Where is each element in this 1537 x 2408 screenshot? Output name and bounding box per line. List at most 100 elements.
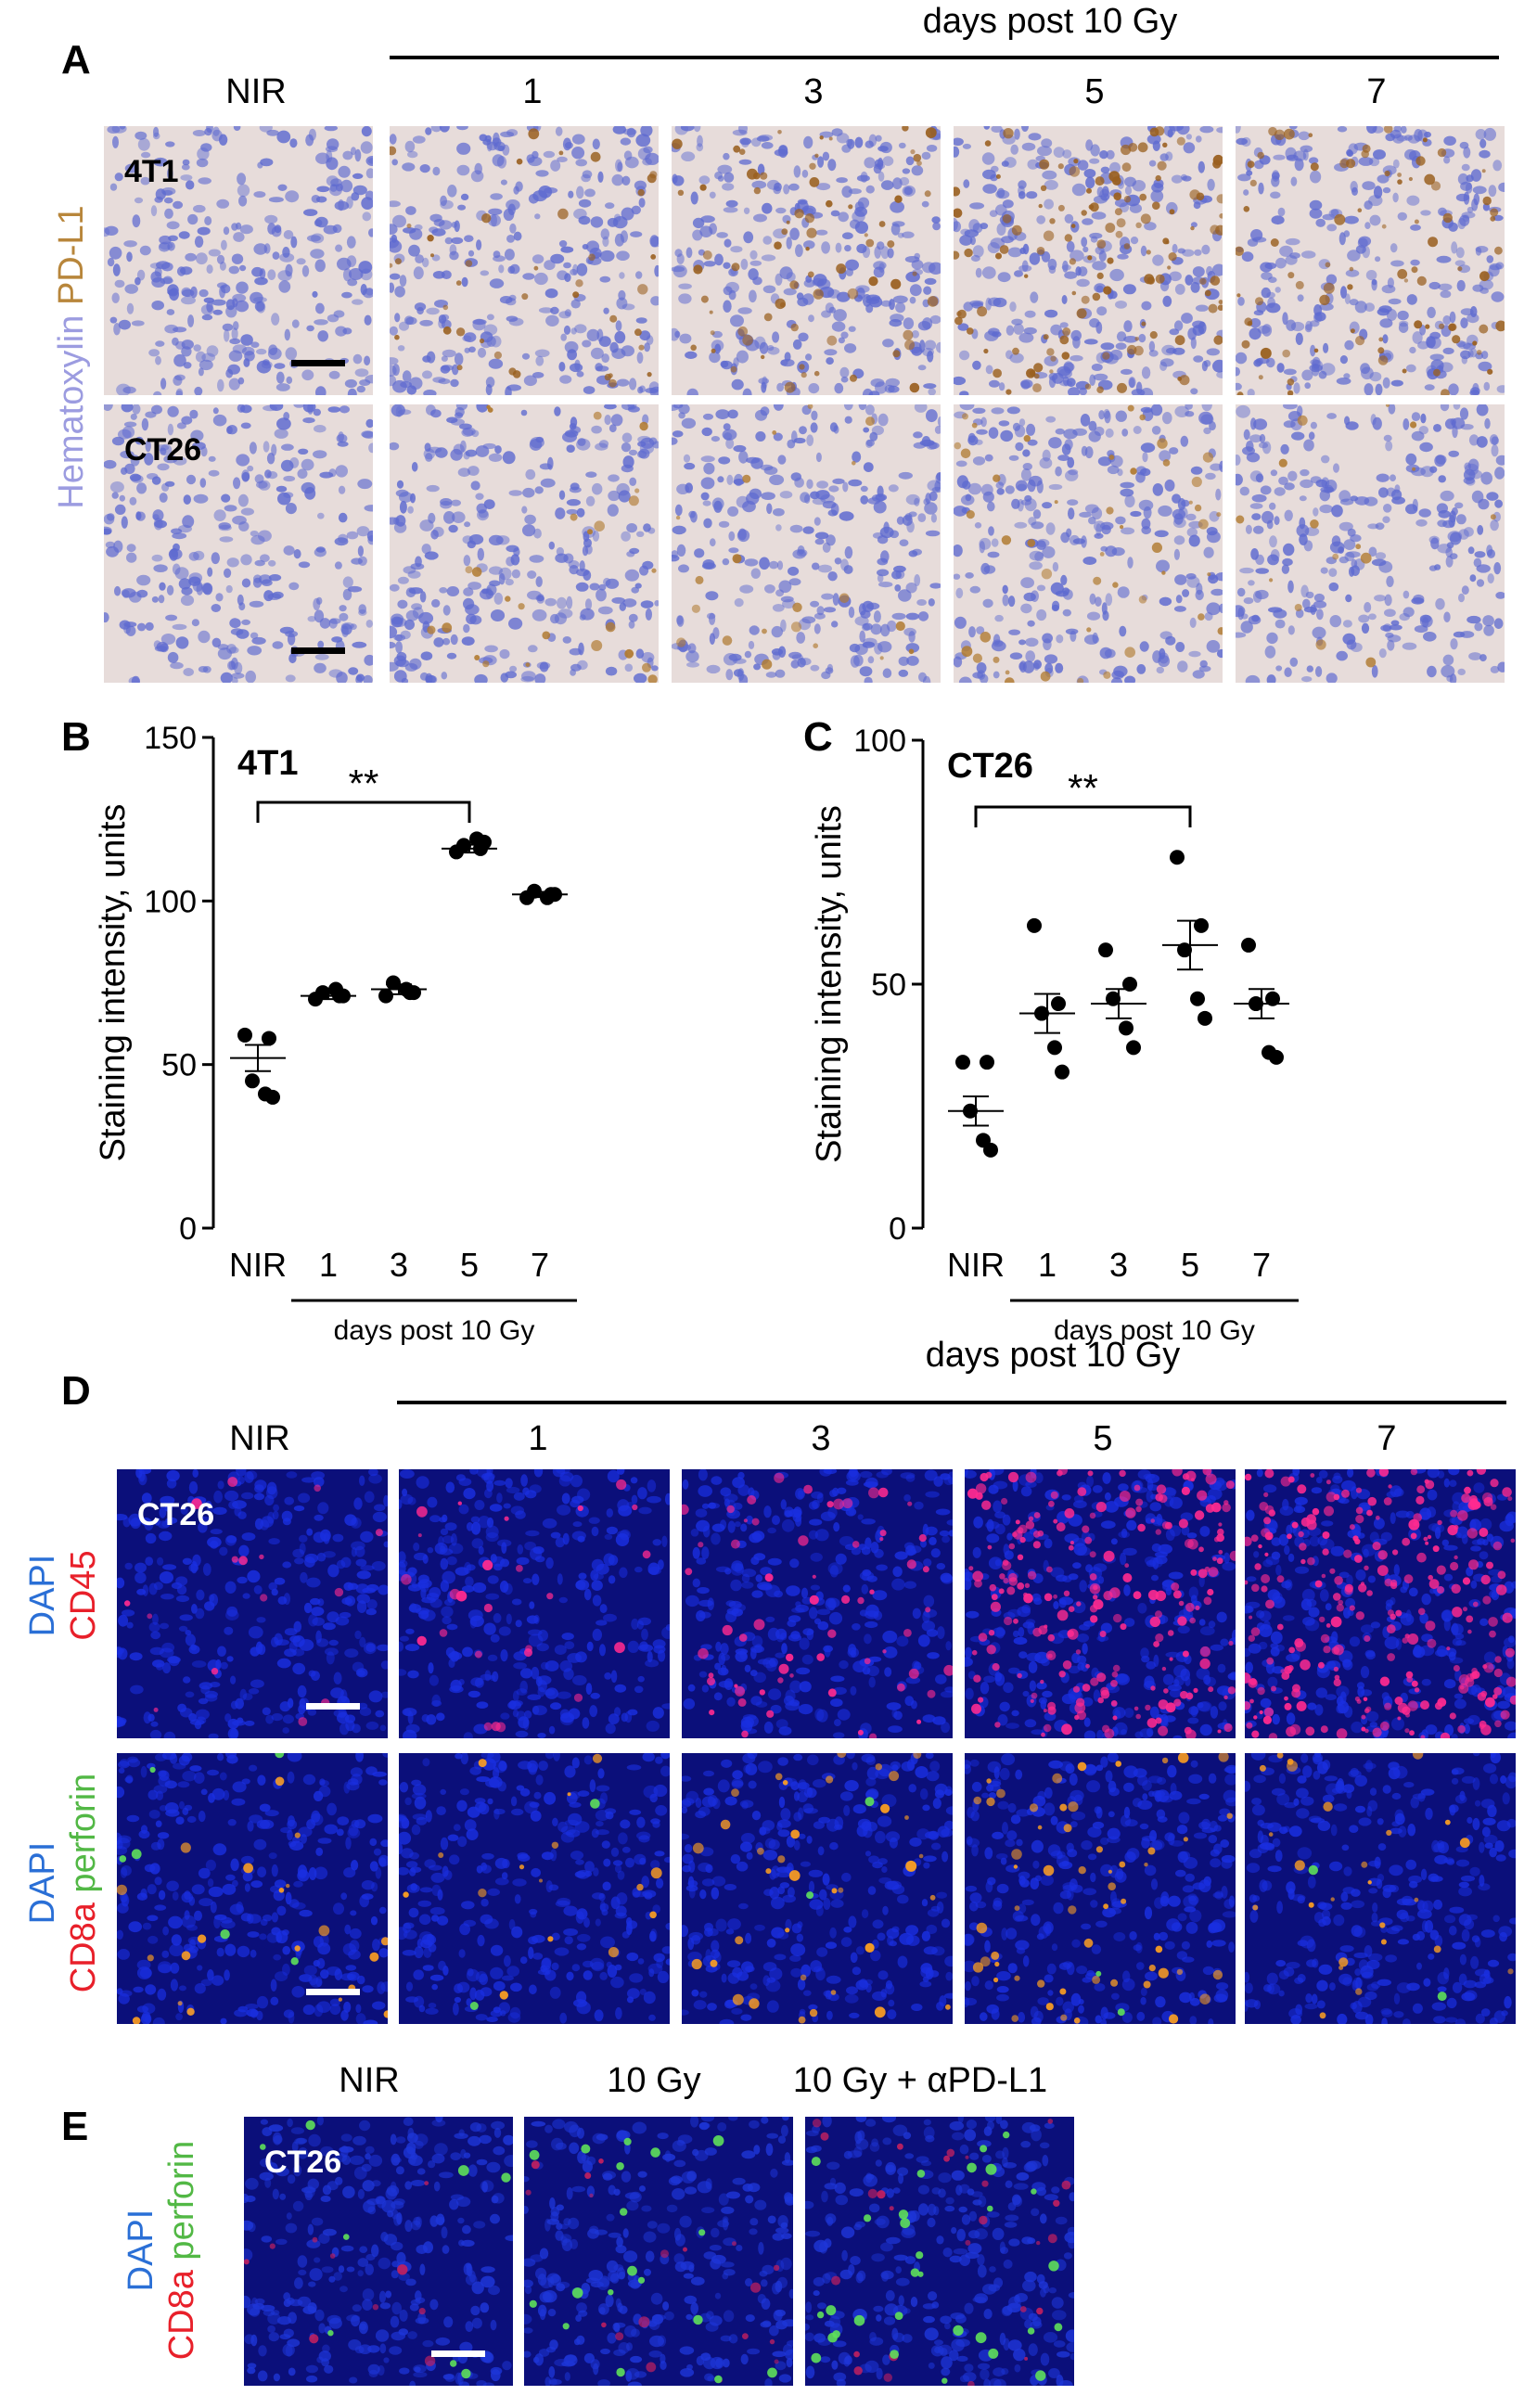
fluo-e-10gy-apdl1 (805, 2117, 1074, 2386)
x-axis-label: days post 10 Gy (334, 1315, 535, 1346)
panel-a-col-3: 3 (803, 72, 824, 111)
data-point-3-4 (1126, 1040, 1141, 1056)
data-point-nir-4 (983, 1142, 998, 1158)
fluo-cd45-7 (1245, 1469, 1516, 1738)
panel-e-col-10gy-apdl1: 10 Gy + αPD-L1 (792, 2061, 1048, 2100)
fluo-cd45-3 (682, 1469, 953, 1738)
y-tick-label-50: 50 (871, 967, 906, 1003)
panel-a-col-7: 7 (1366, 72, 1387, 111)
panel-label-d: D (61, 1368, 91, 1414)
x-tick-label-nir: NIR (947, 1246, 1005, 1284)
fluo-cd8a-perforin-5 (965, 1753, 1236, 2024)
stain-dapi-e: DAPI (122, 2209, 160, 2292)
panel-label-c: C (803, 714, 833, 760)
ihc-ct26-5 (954, 404, 1223, 683)
panel-e-stain-label: DAPI CD8a perforin (121, 2111, 202, 2389)
fluo-cd8a-perforin-nir (117, 1753, 388, 2024)
ihc-4t1-nir-label: 4T1 (124, 154, 179, 189)
data-point-3-1 (1122, 977, 1137, 992)
data-point-3-2 (386, 975, 401, 991)
significance-bracket (974, 805, 1192, 827)
data-point-nir-1 (980, 1055, 994, 1070)
fluo-cd45-nir: CT26 (117, 1469, 388, 1738)
stain-perforin-e: perforin (162, 2140, 201, 2261)
ihc-ct26-nir-label: CT26 (124, 432, 202, 468)
chart-title: CT26 (947, 747, 1033, 786)
x-tick-label-7: 7 (531, 1246, 549, 1284)
fluo-cd8a-perforin-1 (399, 1753, 670, 2024)
panel-a-stain-label: Hematoxylin PD-L1 (52, 121, 92, 594)
data-point-5-4 (1198, 1010, 1212, 1026)
fluo-e-nir: CT26 (244, 2117, 513, 2386)
ihc-4t1-1 (390, 126, 659, 395)
ihc-ct26-3 (672, 404, 941, 683)
data-point-5-0 (1170, 850, 1185, 865)
x-tick-label-1: 1 (319, 1246, 338, 1284)
data-point-nir-0 (955, 1055, 970, 1070)
data-point-3-2 (1106, 991, 1121, 1006)
panel-e-col-10gy: 10 Gy (607, 2061, 701, 2100)
data-point-1-0 (1027, 917, 1042, 933)
fluo-cd45-nir-scalebar (306, 1703, 360, 1710)
fluo-e-nir-scalebar (431, 2350, 485, 2357)
stain-pdl1: PD-L1 (52, 205, 91, 306)
panel-label-e: E (61, 2104, 89, 2149)
data-point-5-4 (477, 834, 492, 850)
x-tick-label-5: 5 (1181, 1246, 1199, 1284)
significance-label: ** (1068, 766, 1098, 810)
stain-dapi: DAPI (23, 1554, 62, 1637)
panel-a-col-5: 5 (1084, 72, 1105, 111)
data-point-nir-4 (265, 1089, 280, 1105)
panel-d-col-5: 5 (1093, 1419, 1113, 1458)
chart-c-svg: 0 50 100 Staining intensity, units CT26 NIR 1 3… (810, 724, 1299, 1346)
panel-d-row1-stain-label: DAPI CD45 (22, 1466, 104, 1725)
data-point-7-1 (1265, 991, 1280, 1006)
panel-a-header: days post 10 Gy (922, 2, 1178, 41)
data-point-nir-0 (237, 1027, 252, 1043)
data-point-1-4 (1055, 1064, 1069, 1080)
panel-d-row2-stain-label: DAPI CD8a perforin (22, 1744, 104, 2022)
panel-e-col-nir: NIR (339, 2061, 400, 2100)
data-point-5-2 (1177, 942, 1192, 958)
x-tick-label-nir: NIR (229, 1246, 287, 1284)
ihc-ct26-nir-scalebar (291, 647, 345, 654)
ihc-ct26-nir: CT26 (104, 404, 373, 683)
fluo-cd45-nir-label: CT26 (137, 1497, 215, 1532)
significance-label: ** (349, 762, 379, 805)
panel-d-header: days post 10 Gy (925, 1336, 1181, 1375)
data-point-5-3 (1190, 991, 1205, 1006)
panel-d-col-3: 3 (811, 1419, 831, 1458)
x-tick-label-3: 3 (390, 1246, 408, 1284)
data-point-3-4 (406, 985, 421, 1001)
y-tick-label-0: 0 (889, 1211, 906, 1247)
data-point-3-0 (378, 988, 393, 1004)
y-axis-label: Staining intensity, units (94, 804, 133, 1162)
data-point-5-1 (1194, 917, 1209, 933)
data-point-1-3 (1047, 1040, 1062, 1056)
fluo-cd45-5 (965, 1469, 1236, 1738)
chart-title: 4T1 (237, 744, 298, 783)
panel-d-header-line (397, 1401, 1506, 1404)
x-axis-label: days post 10 Gy (1054, 1315, 1255, 1346)
chart-b-svg: 0 50 100 150 Staining intensity, units 4T1 NIR… (94, 721, 577, 1346)
chart-b: 0 50 100 150 Staining intensity, units 4T1 NIR… (0, 705, 705, 1354)
stain-dapi-2: DAPI (23, 1841, 62, 1925)
fluo-cd8a-perforin-7 (1245, 1753, 1516, 2024)
stain-cd8a: CD8a (64, 1902, 103, 1993)
ihc-4t1-nir-scalebar (291, 360, 345, 366)
y-tick-label-100: 100 (144, 884, 197, 919)
x-tick-label-5: 5 (460, 1246, 479, 1284)
ihc-ct26-1 (390, 404, 659, 683)
stain-cd45: CD45 (64, 1550, 103, 1641)
data-point-7-0 (1241, 937, 1256, 953)
data-point-3-0 (1098, 942, 1113, 958)
panel-d-col-7: 7 (1377, 1419, 1397, 1458)
data-point-3-3 (1119, 1020, 1134, 1036)
fluo-cd8a-perforin-nir-scalebar (306, 1989, 360, 1995)
stain-hematoxylin: Hematoxylin (52, 314, 91, 509)
fluo-e-10gy (524, 2117, 793, 2386)
data-point-1-1 (1051, 996, 1066, 1012)
ihc-4t1-5 (954, 126, 1223, 395)
stain-perforin: perforin (64, 1773, 103, 1893)
significance-bracket (256, 801, 471, 823)
